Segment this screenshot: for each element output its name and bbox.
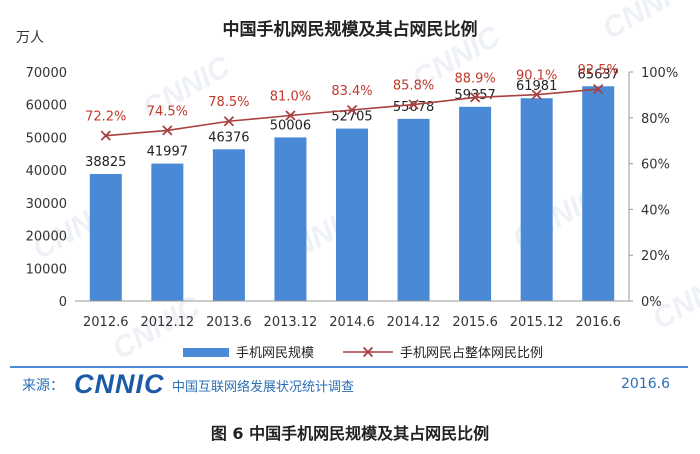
bar-value-label: 61981 xyxy=(516,79,557,94)
y-right-tick-label: 60% xyxy=(641,158,670,173)
bar xyxy=(212,149,245,301)
line-value-label: 81.0% xyxy=(270,90,311,105)
bar-value-labels: 3882541997463765000652705556785935761981… xyxy=(85,67,619,170)
y-left-tick-label: 10000 xyxy=(26,262,67,277)
x-tick-label: 2015.12 xyxy=(510,315,564,330)
x-tick-label: 2014.12 xyxy=(387,315,441,330)
line-value-label: 90.1% xyxy=(516,69,557,84)
bar xyxy=(397,118,430,302)
bar xyxy=(520,98,553,302)
x-tick-label: 2015.6 xyxy=(452,315,498,330)
line-point-marker xyxy=(469,92,481,103)
y-left-unit-label: 万人 xyxy=(16,30,44,46)
source-label: 来源： xyxy=(22,378,64,394)
y-left-tick-label: 0 xyxy=(59,295,67,310)
bar xyxy=(582,86,615,301)
line-value-label: 78.5% xyxy=(208,95,249,110)
legend-line-label: 手机网民占整体网民比例 xyxy=(400,346,543,361)
x-tick-label: 2013.12 xyxy=(264,315,318,330)
x-tick-label: 2012.12 xyxy=(140,315,194,330)
y-left-tick-label: 40000 xyxy=(26,164,67,179)
line-value-label: 74.5% xyxy=(147,104,188,119)
line-value-label: 72.2% xyxy=(85,110,126,125)
y-right-axis: 0% 20% 40% 60% 80% 100% xyxy=(628,66,678,310)
footer-divider xyxy=(10,366,688,368)
bar-value-label: 46376 xyxy=(208,130,249,145)
line-series xyxy=(100,84,604,141)
x-axis: 2012.6 2012.12 2013.6 2013.12 2014.6 2014.12 2… xyxy=(75,300,629,330)
line-value-label: 85.8% xyxy=(393,79,434,94)
line-point-marker xyxy=(593,84,604,95)
x-tick-label: 2013.6 xyxy=(206,315,252,330)
bar-value-label: 65637 xyxy=(578,67,619,82)
legend-line-marker xyxy=(362,346,374,358)
y-right-tick-label: 40% xyxy=(641,203,670,218)
watermark-text: CNNIC xyxy=(597,0,697,46)
organization-name: 中国互联网络发展状况统计调查 xyxy=(172,380,355,395)
line-point-marker xyxy=(162,125,173,136)
line-point-marker xyxy=(346,104,358,116)
bar-value-label: 41997 xyxy=(147,145,188,160)
bar xyxy=(335,128,369,301)
chart-title: 中国手机网民规模及其占网民比例 xyxy=(223,19,478,40)
line-point-marker xyxy=(223,116,235,127)
y-left-tick-label: 50000 xyxy=(26,131,67,146)
y-left-tick-label: 60000 xyxy=(26,99,67,114)
y-left-tick-label: 70000 xyxy=(26,66,67,81)
figure-caption: 图 6 中国手机网民规模及其占网民比例 xyxy=(210,424,490,443)
bar xyxy=(274,137,307,301)
y-right-tick-label: 20% xyxy=(641,249,670,264)
bar-value-label: 50006 xyxy=(270,118,311,133)
x-tick-label: 2016.6 xyxy=(575,315,621,330)
cnnic-logo: CNNIC xyxy=(74,369,165,399)
bar xyxy=(151,163,184,301)
bar xyxy=(89,173,122,301)
bar-series xyxy=(89,86,615,302)
y-right-tick-label: 0% xyxy=(641,295,662,310)
line-point-marker xyxy=(408,99,419,110)
bar-value-label: 38825 xyxy=(85,155,126,170)
line-point-marker xyxy=(285,110,296,121)
legend-bar-swatch xyxy=(183,348,229,357)
y-right-tick-label: 80% xyxy=(641,112,670,127)
line-value-label: 92.5% xyxy=(578,63,619,78)
report-date: 2016.6 xyxy=(621,376,670,392)
x-tick-label: 2014.6 xyxy=(329,315,375,330)
y-left-tick-label: 20000 xyxy=(26,230,67,245)
line-point-marker xyxy=(531,89,542,100)
y-left-tick-label: 30000 xyxy=(26,197,67,212)
line-value-labels: 72.2% 74.5% 78.5% 81.0% 83.4% 85.8% 88.9% 90.1%… xyxy=(85,63,619,124)
y-right-tick-label: 100% xyxy=(641,66,678,81)
bar xyxy=(459,106,492,302)
x-tick-label: 2012.6 xyxy=(83,315,129,330)
legend: 手机网民规模 手机网民占整体网民比例 xyxy=(183,346,543,361)
bar-value-label: 52705 xyxy=(331,110,372,125)
line-point-marker xyxy=(100,130,111,141)
line-value-label: 83.4% xyxy=(331,84,372,99)
line-value-label: 88.9% xyxy=(454,71,495,86)
bar-value-label: 59357 xyxy=(454,88,495,103)
y-left-axis: 0 10000 20000 30000 40000 50000 60000 70000 xyxy=(26,66,67,310)
legend-bar-label: 手机网民规模 xyxy=(236,346,314,361)
